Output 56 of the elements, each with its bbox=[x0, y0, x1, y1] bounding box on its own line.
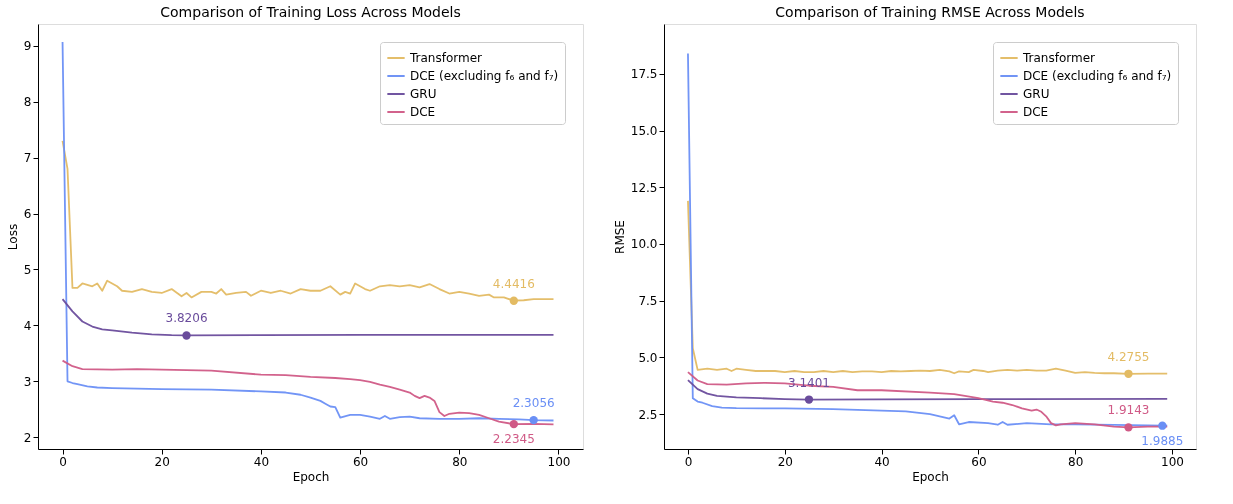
legend-label: DCE bbox=[1023, 105, 1049, 119]
x-axis-title: Epoch bbox=[292, 469, 330, 484]
y-tick-label: 5.0 bbox=[638, 350, 658, 365]
data-label: 4.4416 bbox=[492, 276, 535, 291]
y-axis-title: Loss bbox=[5, 223, 20, 251]
chart-title: Comparison of Training RMSE Across Models bbox=[775, 4, 1085, 20]
x-tick-label: 0 bbox=[684, 454, 693, 469]
legend-label: DCE (excluding f₆ and f₇) bbox=[1023, 69, 1172, 83]
data-label: 2.3056 bbox=[512, 396, 555, 411]
y-tick-label: 6 bbox=[23, 207, 32, 222]
y-tick-label: 8 bbox=[23, 95, 32, 110]
y-tick-label: 7.5 bbox=[638, 294, 658, 309]
point bbox=[1124, 369, 1133, 378]
x-tick-label: 20 bbox=[777, 454, 793, 469]
y-tick-label: 10.0 bbox=[630, 237, 658, 252]
legend-label: Transformer bbox=[409, 51, 483, 65]
legend-label: GRU bbox=[1023, 87, 1050, 101]
x-tick-label: 80 bbox=[1068, 454, 1084, 469]
x-axis-title: Epoch bbox=[912, 469, 949, 484]
y-tick-label: 3 bbox=[23, 374, 32, 389]
point bbox=[1124, 423, 1133, 432]
data-label: 3.8206 bbox=[165, 311, 208, 326]
data-label: 4.2755 bbox=[1107, 349, 1150, 364]
point bbox=[509, 296, 518, 305]
legend-label: Transformer bbox=[1022, 51, 1096, 65]
legend-label: DCE (excluding f₆ and f₇) bbox=[410, 69, 559, 83]
x-tick-label: 0 bbox=[59, 454, 67, 469]
x-tick-label: 20 bbox=[154, 454, 170, 469]
y-tick-label: 7 bbox=[23, 151, 32, 166]
point bbox=[509, 419, 518, 429]
chart-title: Comparison of Training Loss Across Models bbox=[160, 4, 461, 20]
y-tick-label: 2 bbox=[23, 430, 32, 445]
x-tick-label: 100 bbox=[1161, 454, 1184, 469]
y-tick-label: 9 bbox=[23, 39, 32, 54]
y-tick-label: 12.5 bbox=[630, 180, 658, 195]
x-tick-label: 60 bbox=[971, 454, 987, 469]
point bbox=[804, 395, 814, 404]
y-axis-title: RMSE bbox=[612, 220, 627, 254]
x-tick-label: 100 bbox=[547, 454, 571, 469]
point bbox=[1158, 421, 1167, 430]
data-label: 2.2345 bbox=[492, 432, 535, 447]
y-tick-label: 2.5 bbox=[638, 407, 658, 422]
data-label: 1.9885 bbox=[1141, 433, 1184, 448]
y-tick-label: 15.0 bbox=[630, 124, 658, 139]
x-tick-label: 40 bbox=[874, 454, 890, 469]
legend-label: GRU bbox=[410, 87, 437, 101]
data-label: 1.9143 bbox=[1107, 403, 1150, 418]
x-tick-label: 80 bbox=[452, 454, 468, 469]
x-tick-label: 40 bbox=[253, 454, 270, 469]
point bbox=[182, 331, 191, 340]
x-tick-label: 60 bbox=[352, 454, 369, 469]
y-tick-label: 5 bbox=[23, 262, 32, 277]
y-tick-label: 4 bbox=[23, 318, 32, 333]
legend-label: DCE bbox=[410, 105, 436, 119]
point bbox=[529, 415, 538, 425]
y-tick-label: 17.5 bbox=[630, 67, 658, 82]
